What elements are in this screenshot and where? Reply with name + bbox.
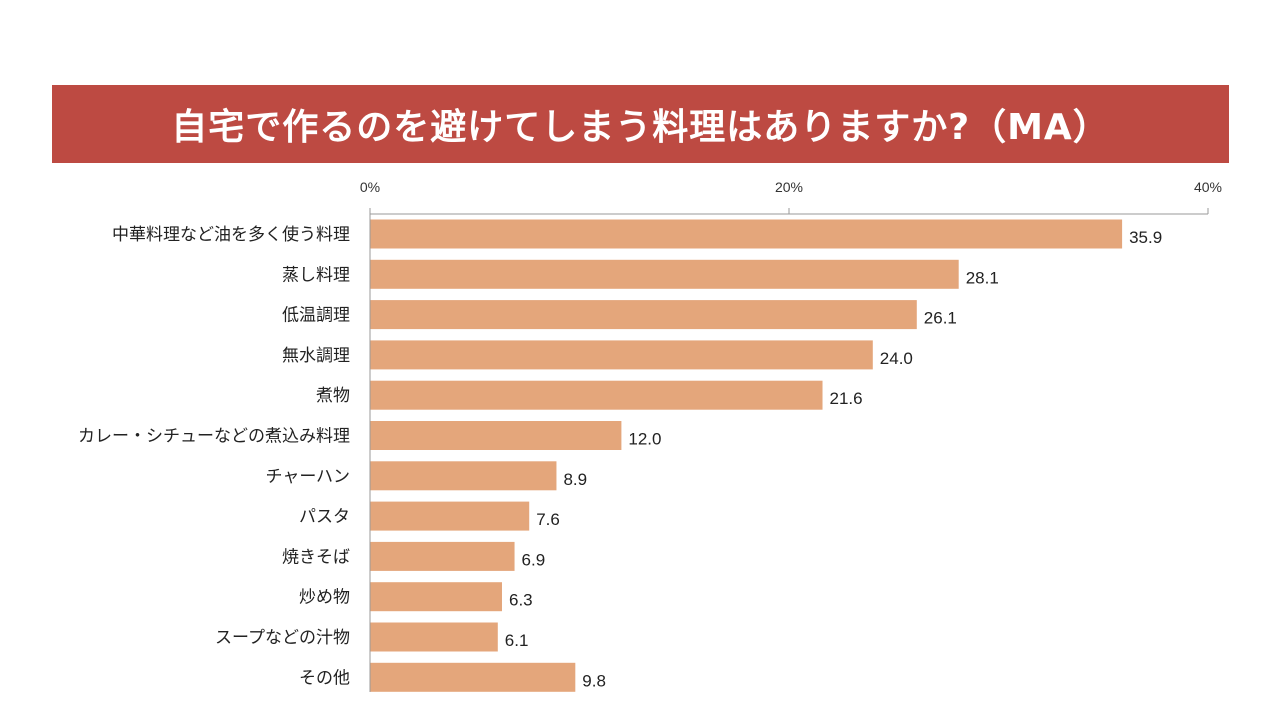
bar	[370, 259, 959, 289]
data-label: 6.1	[505, 631, 529, 650]
bar	[370, 300, 917, 330]
title-banner: 自宅で作るのを避けてしまう料理はありますか?（MA）	[52, 85, 1229, 163]
x-axis: 0% 20% 40%	[360, 179, 1222, 692]
chart-title: 自宅で作るのを避けてしまう料理はありますか?（MA）	[171, 107, 1110, 148]
category-label: スープなどの汁物	[215, 628, 350, 648]
bar	[370, 582, 502, 612]
bars-group	[370, 219, 1123, 692]
category-labels: 中華料理など油を多く使う料理蒸し料理低温調理無水調理煮物カレー・シチューなどの煮…	[78, 224, 350, 688]
bar	[370, 461, 557, 491]
data-label: 7.6	[536, 510, 560, 529]
category-label: 低温調理	[282, 306, 350, 326]
data-label: 12.0	[628, 430, 661, 449]
bar	[370, 501, 530, 531]
bar	[370, 541, 515, 571]
category-label: チャーハン	[266, 467, 351, 487]
value-labels: 35.9 28.1 26.1 24.0 21.6 12.0 8.9 7.6 6.9 6.3 6.1 9…	[505, 228, 1162, 690]
bar	[370, 421, 622, 450]
x-tick-label: 20%	[775, 179, 803, 195]
category-label: 中華料理など油を多く使う料理	[112, 224, 350, 245]
bar	[370, 662, 576, 692]
data-label: 21.6	[830, 389, 863, 408]
x-tick-label: 0%	[360, 179, 380, 195]
data-label: 35.9	[1129, 228, 1162, 247]
category-label: 蒸し料理	[282, 265, 350, 285]
data-label: 6.3	[509, 591, 533, 610]
data-label: 8.9	[563, 470, 587, 489]
x-tick-label: 40%	[1194, 179, 1222, 195]
category-label: パスタ	[299, 507, 350, 527]
data-label: 28.1	[966, 268, 999, 287]
category-label: 炒め物	[299, 588, 350, 608]
category-label: 無水調理	[282, 346, 350, 366]
bar	[370, 219, 1123, 249]
category-label: 焼きそば	[282, 547, 350, 567]
category-label: 煮物	[316, 386, 350, 406]
category-label: その他	[299, 668, 350, 688]
bar	[370, 340, 873, 370]
bar	[370, 622, 498, 652]
data-label: 6.9	[522, 550, 546, 569]
category-label: カレー・シチューなどの煮込み料理	[78, 427, 350, 447]
data-label: 26.1	[924, 309, 957, 328]
data-label: 24.0	[880, 349, 913, 368]
data-label: 9.8	[582, 671, 606, 690]
bar	[370, 380, 823, 410]
